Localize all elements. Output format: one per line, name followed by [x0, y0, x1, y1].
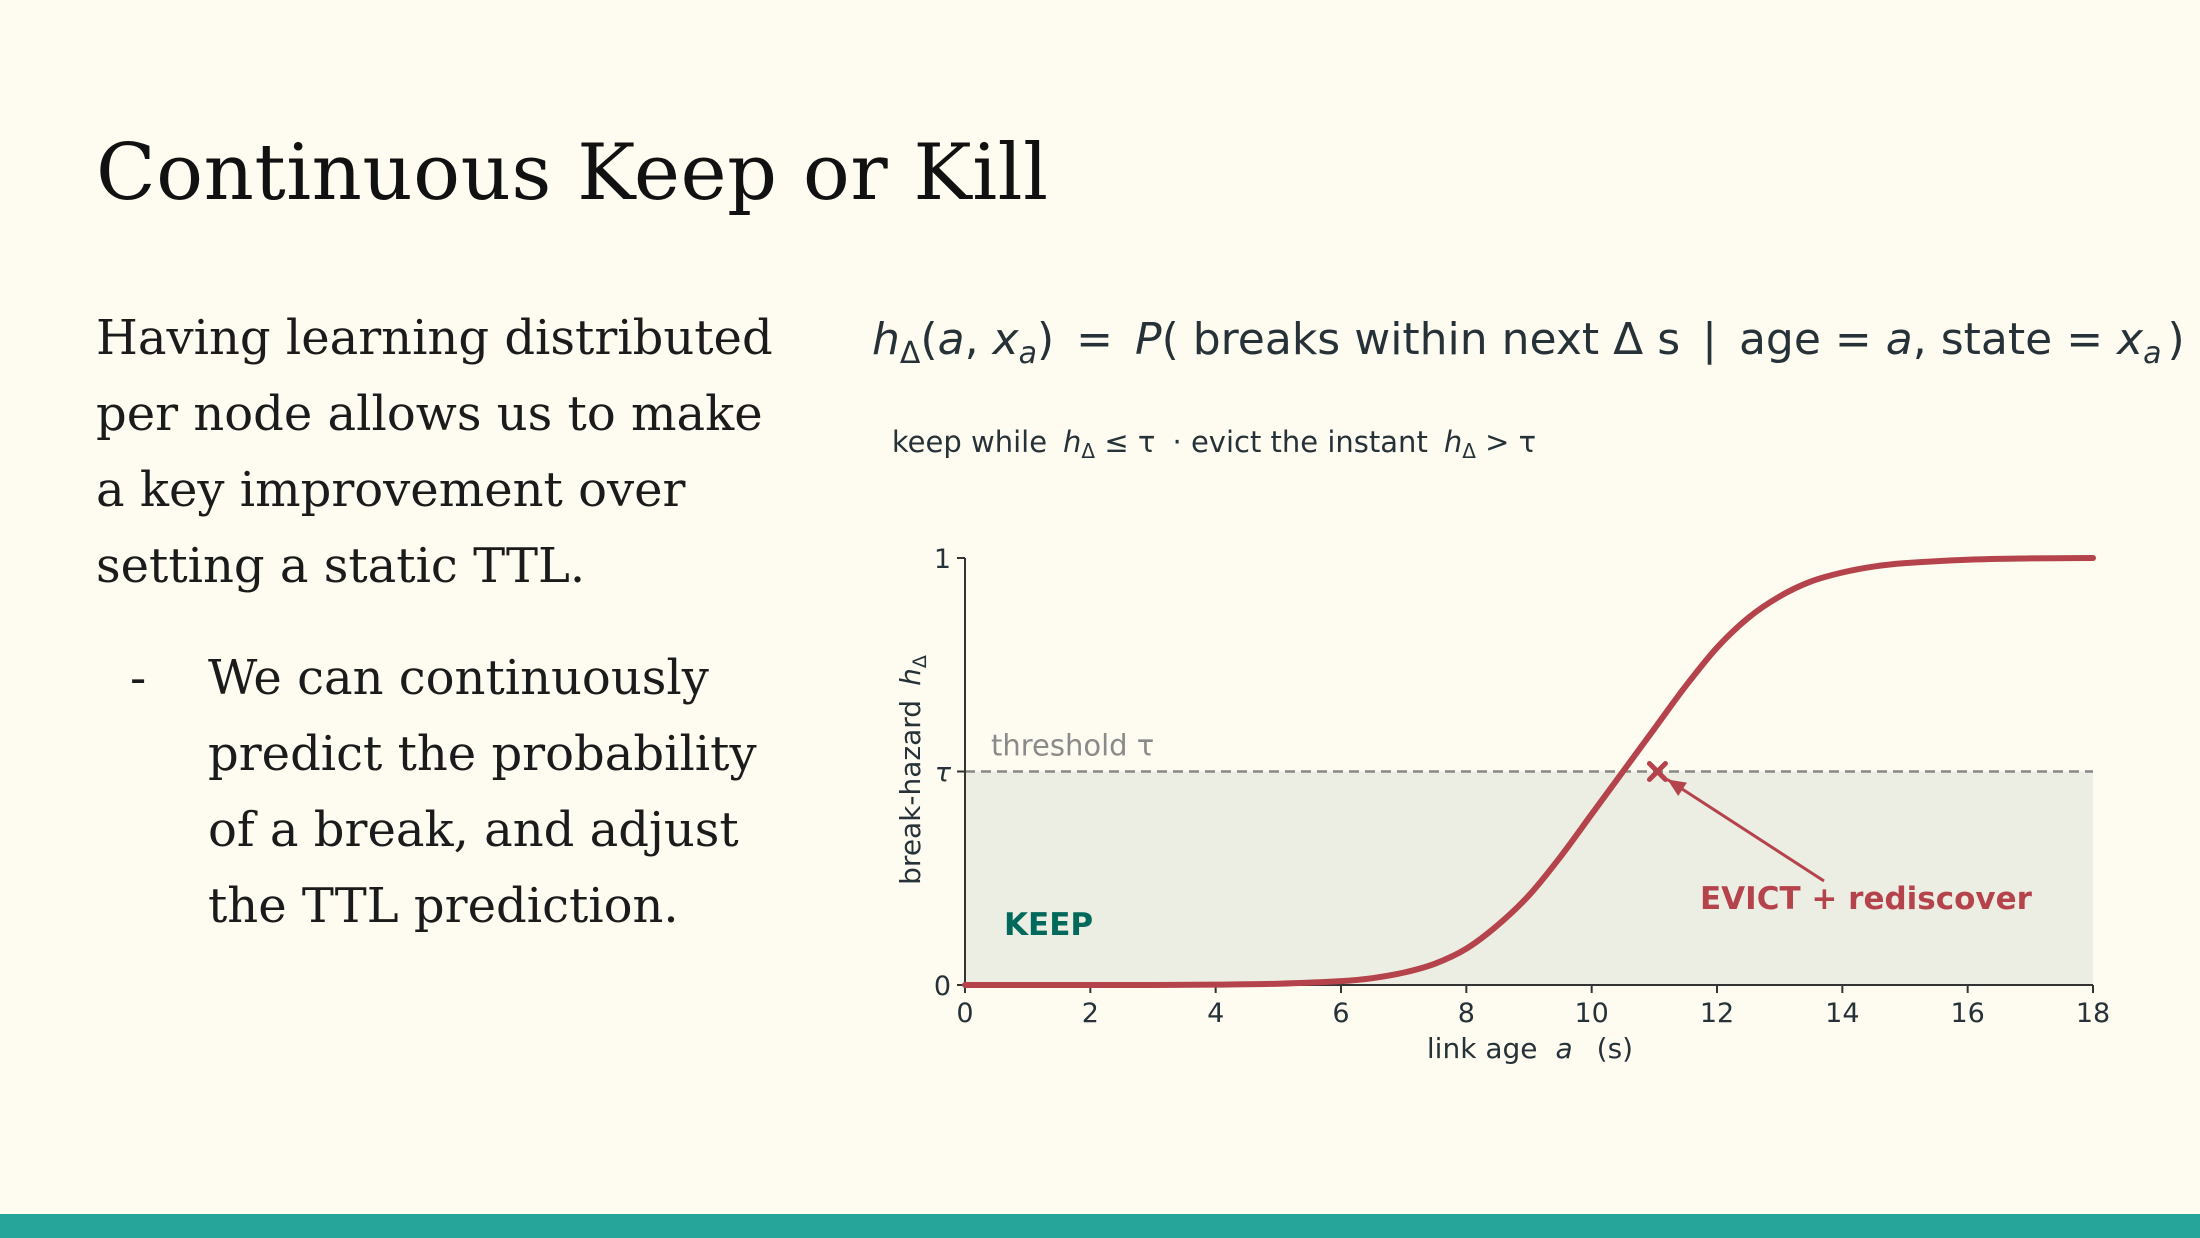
keep-label: KEEP	[1004, 907, 1093, 943]
y-tick-label: τ	[935, 758, 952, 789]
x-tick-label: 2	[1082, 998, 1099, 1029]
y-ticks: 0 τ 1	[934, 544, 965, 1002]
hazard-curve	[962, 555, 2096, 989]
intro-paragraph: Having learning distributed per node all…	[96, 310, 773, 594]
footer-accent-bar	[0, 1214, 2200, 1238]
x-tick-label: 10	[1574, 998, 1608, 1029]
x-tick-label: 8	[1458, 998, 1475, 1029]
y-axis-label: break-hazardhΔ	[894, 655, 931, 885]
x-axis-label: link age a (s)	[1427, 1032, 1633, 1065]
threshold-label: threshold τ	[991, 729, 1154, 763]
x-tick-label: 16	[1950, 998, 1984, 1029]
x-tick-label: 4	[1207, 998, 1224, 1029]
y-tick-label: 1	[934, 544, 951, 575]
evict-arrowhead	[1667, 779, 1687, 797]
bullet-text: We can continuously predict the probabil…	[208, 650, 757, 934]
x-tick-label: 14	[1825, 998, 1859, 1029]
evict-marker-stroke	[1646, 761, 1668, 782]
keep-region	[965, 771, 2093, 985]
bullet-item: - We can continuously predict the probab…	[96, 640, 776, 944]
x-tick-label: 6	[1332, 998, 1349, 1029]
chart-subtitle: keep while hΔ ≤ τ · evict the instant hΔ >…	[892, 425, 1536, 463]
x-tick-label: 12	[1700, 998, 1734, 1029]
x-tick-label: 0	[956, 998, 973, 1029]
hazard-formula: hΔ(a, xa) = P( breaks within next Δ s | age …	[872, 314, 2185, 371]
page-title: Continuous Keep or Kill	[96, 128, 1049, 218]
bullet-marker: -	[130, 650, 147, 706]
evict-marker	[1646, 761, 1668, 782]
evict-arrow-line	[1666, 778, 1825, 883]
x-tick-label: 18	[2076, 998, 2110, 1029]
x-ticks: 0 2 4 6 8 10 12 14 16 18	[956, 985, 2110, 1029]
y-tick-label: 0	[934, 971, 951, 1002]
evict-label: EVICT + rediscover	[1700, 881, 2033, 917]
